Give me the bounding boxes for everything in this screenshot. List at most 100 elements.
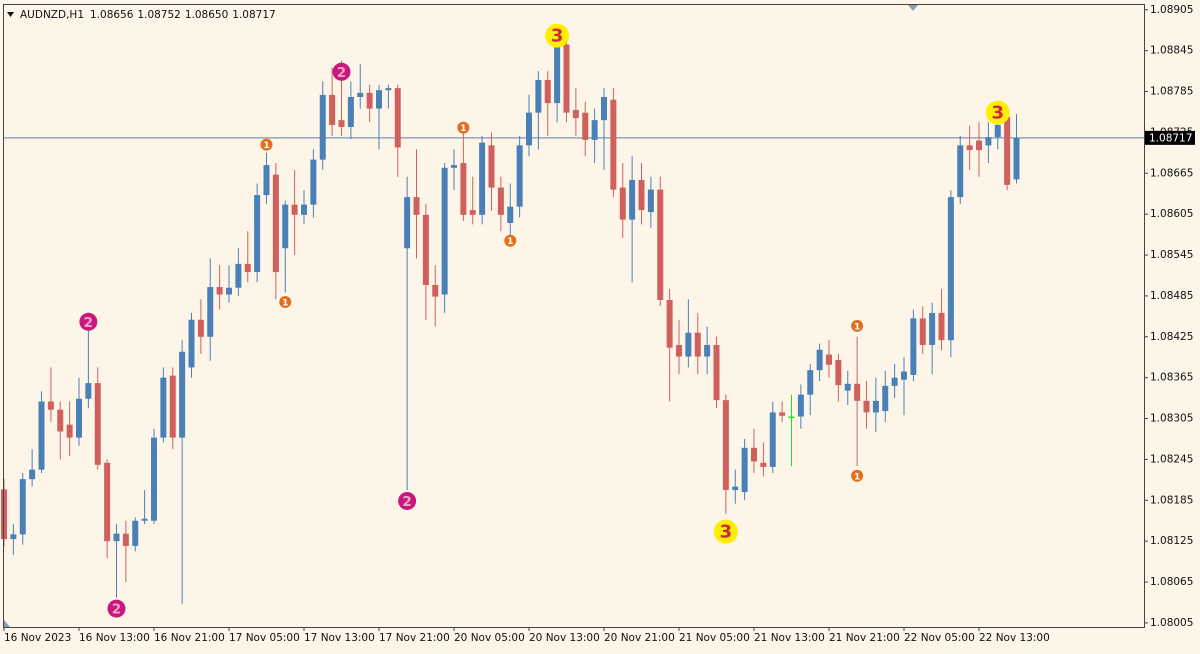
candle-body	[479, 142, 486, 215]
signal-label: 3	[720, 522, 733, 543]
x-tick-label: 17 Nov 21:00	[379, 632, 450, 644]
candle-body	[722, 400, 729, 491]
candle-body	[301, 204, 307, 215]
candle-body	[272, 174, 279, 273]
candle-body	[226, 287, 232, 295]
signal-label: 2	[337, 65, 346, 81]
candle-body	[704, 344, 711, 357]
candle-body	[413, 197, 420, 215]
x-tick-label: 21 Nov 21:00	[829, 632, 900, 644]
candle-body	[347, 96, 354, 127]
signal-label: 1	[854, 472, 860, 482]
candle-body	[179, 351, 186, 438]
signal-label: 1	[854, 322, 860, 332]
candle-body	[160, 377, 167, 438]
candle-body	[901, 371, 907, 380]
y-tick-label: 1.08185	[1150, 494, 1193, 506]
candle-body	[319, 94, 326, 160]
y-tick-label: 1.08485	[1150, 290, 1193, 302]
candle-body	[432, 285, 439, 297]
candle-body	[507, 206, 514, 224]
candle-body	[591, 120, 598, 140]
candle-body	[366, 92, 373, 109]
candle-body	[122, 533, 129, 546]
candle-body	[338, 120, 345, 127]
candle-body	[329, 94, 336, 125]
candle-body	[638, 180, 645, 211]
candle-body	[582, 112, 589, 140]
candle-body	[10, 534, 17, 540]
x-tick-label: 16 Nov 13:00	[79, 632, 150, 644]
candle-body	[385, 88, 392, 91]
candle-body	[872, 400, 879, 413]
signal-label: 3	[991, 103, 1004, 124]
candle-body	[469, 210, 476, 215]
signal-marker	[851, 319, 864, 332]
x-tick-label: 16 Nov 21:00	[154, 632, 225, 644]
y-tick-label: 1.08065	[1150, 576, 1193, 588]
y-tick-label: 1.08005	[1150, 617, 1193, 629]
plot-area	[1, 33, 1144, 604]
candle-body	[760, 462, 767, 467]
candle-body	[76, 398, 82, 438]
menu-triangle	[7, 12, 14, 17]
candle-body	[113, 533, 120, 542]
y-tick-label: 1.08905	[1150, 4, 1193, 16]
x-tick-label: 20 Nov 21:00	[604, 632, 675, 644]
candle-body	[441, 167, 448, 295]
candle-body	[197, 319, 204, 337]
candle-body	[544, 79, 551, 104]
y-tick-label: 1.08365	[1150, 372, 1193, 384]
candle-body	[282, 204, 289, 249]
x-tick-label: 17 Nov 05:00	[229, 632, 300, 644]
header-low: 1.08650	[185, 9, 228, 21]
candle-body	[601, 96, 607, 121]
candle-body	[919, 318, 926, 345]
candle-body	[66, 424, 73, 438]
signal-marker	[79, 312, 98, 331]
signal-label: 2	[112, 602, 121, 618]
signal-marker	[398, 491, 417, 510]
signal-label: 1	[263, 141, 269, 151]
candle-body	[929, 312, 936, 345]
y-tick-label: 1.08845	[1150, 45, 1193, 57]
signal-marker	[985, 100, 1010, 125]
candle-body	[891, 377, 898, 386]
candle-body	[976, 140, 982, 151]
x-tick-label: 21 Nov 13:00	[754, 632, 825, 644]
candle-body	[94, 383, 101, 465]
y-tick-label: 1.08785	[1150, 86, 1193, 98]
candle-body	[732, 486, 739, 491]
candle-body	[310, 159, 317, 205]
candle-body	[797, 394, 804, 417]
candle-body	[713, 344, 720, 401]
candle-body	[104, 462, 111, 542]
x-tick-label: 20 Nov 13:00	[529, 632, 600, 644]
y-tick-label: 1.08605	[1150, 208, 1193, 220]
candle-body	[554, 44, 561, 104]
candle-body	[263, 165, 270, 196]
current-price-label: 1.08717	[1149, 132, 1192, 144]
candle-body	[854, 383, 861, 401]
candle-body	[685, 332, 692, 357]
x-tick-label: 22 Nov 13:00	[979, 632, 1050, 644]
candle-body	[244, 263, 251, 273]
signal-marker	[851, 469, 864, 482]
signal-marker	[107, 599, 126, 618]
candle-body	[938, 312, 945, 341]
candle-body	[19, 479, 26, 535]
signal-label: 1	[460, 124, 466, 134]
candle-body	[826, 354, 832, 365]
shift-marker	[908, 5, 918, 11]
candle-body	[254, 195, 261, 273]
symbol: AUDNZD,H1	[20, 9, 84, 21]
signal-label: 2	[402, 494, 411, 510]
signal-label: 1	[282, 299, 288, 309]
signal-label: 1	[507, 237, 513, 247]
candle-body	[994, 124, 1001, 138]
x-tick-label: 17 Nov 13:00	[304, 632, 375, 644]
candle-body	[404, 197, 411, 249]
candle-body	[526, 112, 532, 146]
signal-marker	[545, 23, 570, 48]
signal-label: 2	[84, 315, 93, 331]
